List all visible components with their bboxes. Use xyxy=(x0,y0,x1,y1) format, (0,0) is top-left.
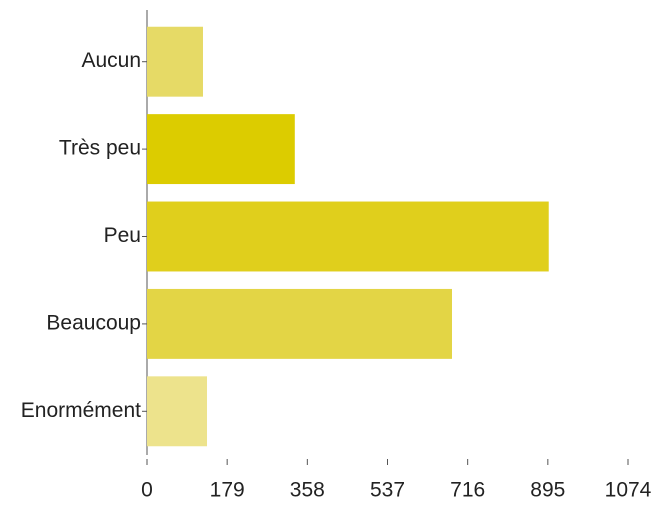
bar xyxy=(147,201,549,272)
bar xyxy=(147,26,203,97)
y-tick-label: Beaucoup xyxy=(46,311,141,334)
y-tick-label: Très peu xyxy=(59,137,141,160)
y-tick-label: Enormément xyxy=(21,399,141,422)
x-tick-label: 179 xyxy=(210,479,245,502)
x-tick-label: 1074 xyxy=(605,479,652,502)
y-tick-label: Aucun xyxy=(81,49,141,72)
bar xyxy=(147,288,452,359)
bar xyxy=(147,376,208,447)
y-tick-label: Peu xyxy=(104,224,141,247)
x-tick-label: 895 xyxy=(530,479,565,502)
x-tick-label: 716 xyxy=(450,479,485,502)
x-tick-label: 358 xyxy=(290,479,325,502)
bar xyxy=(147,114,295,185)
x-tick-label: 537 xyxy=(370,479,405,502)
x-tick-label: 0 xyxy=(141,479,153,502)
